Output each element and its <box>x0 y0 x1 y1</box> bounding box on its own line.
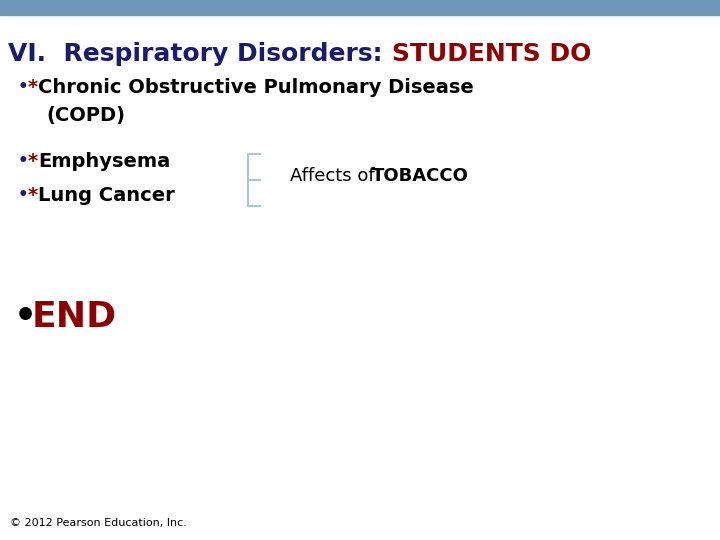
Text: •: • <box>18 152 29 170</box>
Text: VI.  Respiratory Disorders:: VI. Respiratory Disorders: <box>8 42 391 66</box>
Bar <box>0 0 720 15</box>
Text: TOBACCO: TOBACCO <box>372 167 469 185</box>
Text: © 2012 Pearson Education, Inc.: © 2012 Pearson Education, Inc. <box>10 518 187 528</box>
Text: Affects of: Affects of <box>290 167 380 185</box>
Text: •: • <box>14 300 37 334</box>
Text: Emphysema: Emphysema <box>38 152 170 171</box>
Text: (COPD): (COPD) <box>46 106 125 125</box>
Text: Chronic Obstructive Pulmonary Disease: Chronic Obstructive Pulmonary Disease <box>38 78 474 97</box>
Text: •: • <box>18 186 29 204</box>
Text: *: * <box>28 186 38 205</box>
Text: Lung Cancer: Lung Cancer <box>38 186 175 205</box>
Text: END: END <box>32 300 117 334</box>
Text: STUDENTS DO: STUDENTS DO <box>392 42 591 66</box>
Text: *: * <box>28 152 38 171</box>
Text: •: • <box>18 78 29 96</box>
Text: *: * <box>28 78 38 97</box>
